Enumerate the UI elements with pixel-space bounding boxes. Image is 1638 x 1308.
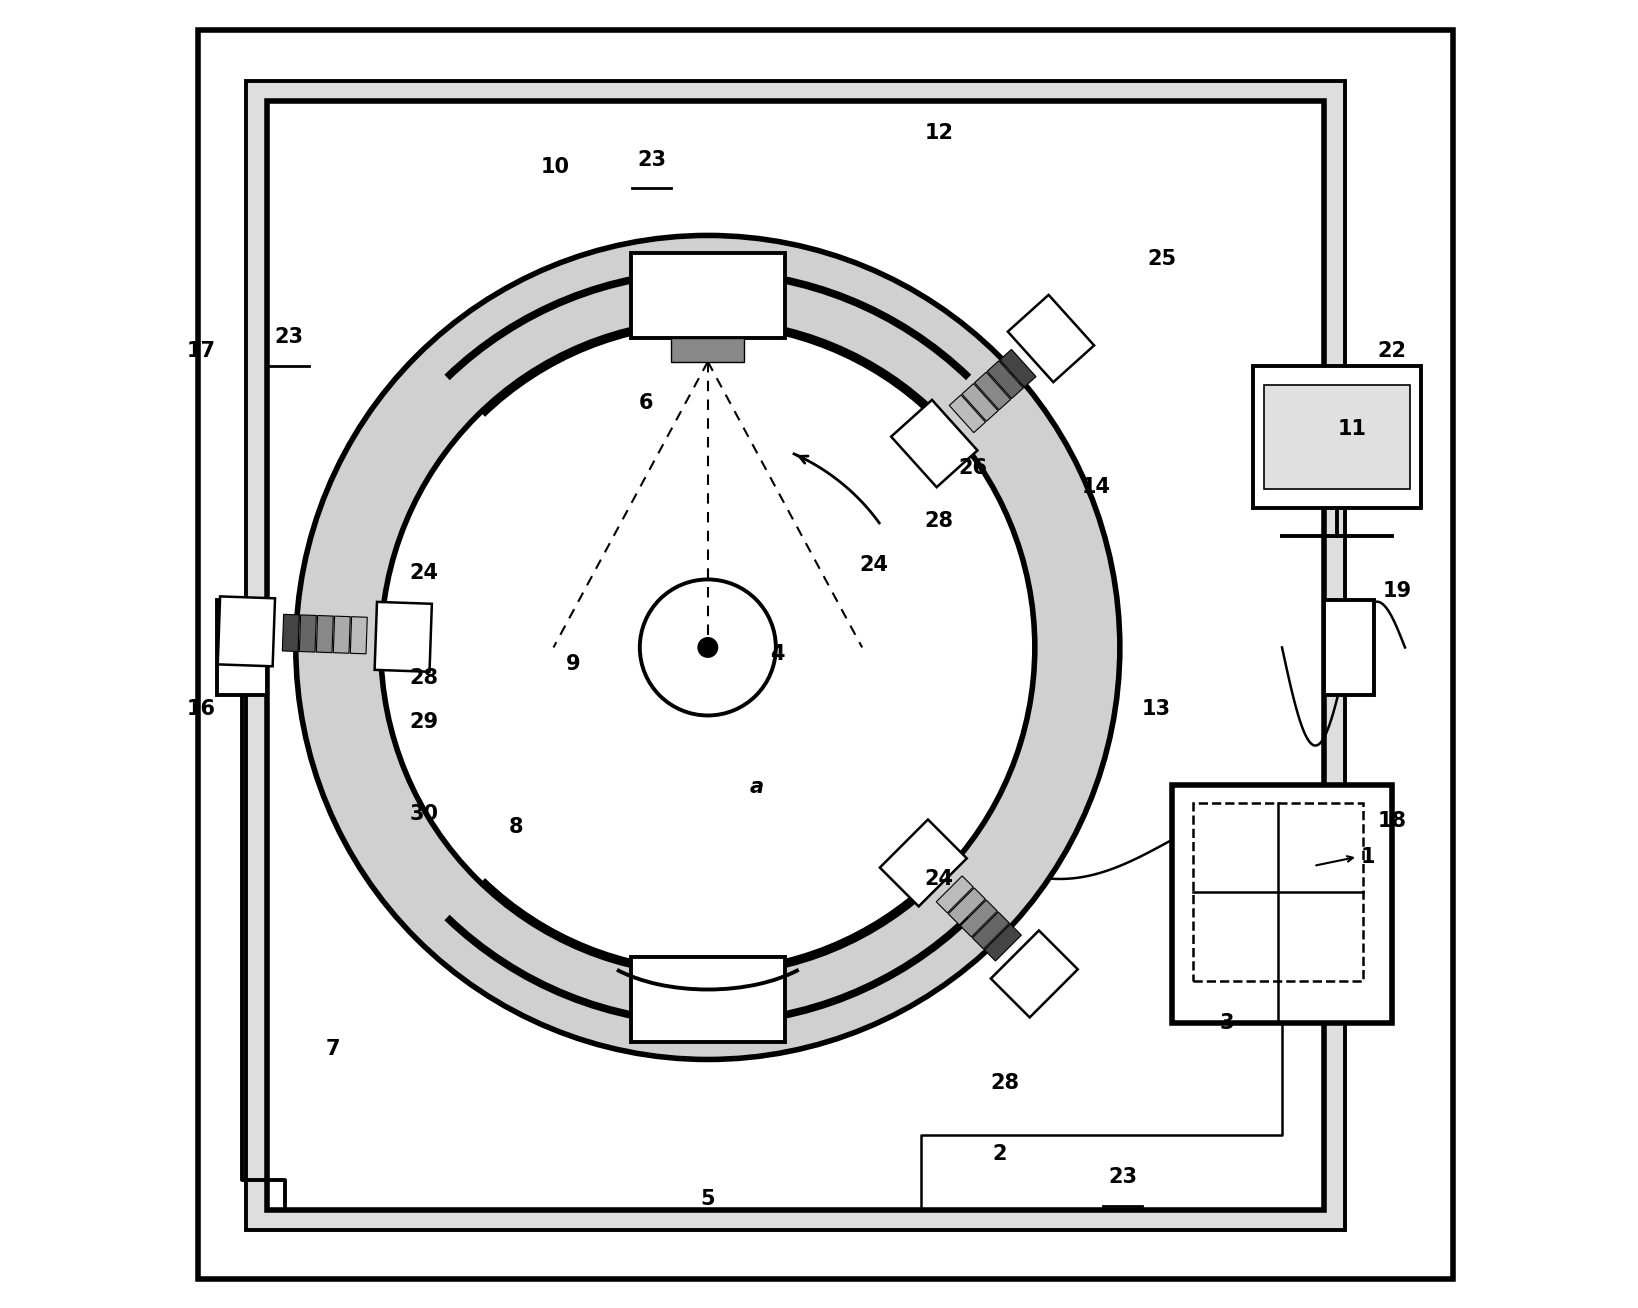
Polygon shape [880,820,966,906]
Bar [1253,366,1420,508]
Circle shape [698,637,719,658]
Polygon shape [300,615,316,653]
Circle shape [296,235,1120,1059]
Polygon shape [891,400,978,487]
Bar [1265,385,1410,489]
Bar [1192,803,1363,981]
Polygon shape [988,361,1024,399]
Text: 23: 23 [1107,1167,1137,1188]
Text: 8: 8 [508,816,523,837]
Bar [1324,600,1374,695]
Text: 18: 18 [1378,811,1407,832]
Bar [1173,785,1392,1023]
Text: 17: 17 [187,340,216,361]
Text: 5: 5 [701,1189,716,1210]
Text: 6: 6 [639,392,654,413]
Polygon shape [333,616,351,653]
Polygon shape [991,930,1078,1018]
Text: 26: 26 [958,458,988,479]
Text: 24: 24 [860,555,888,576]
Polygon shape [962,383,998,421]
Text: 22: 22 [1378,340,1407,361]
Text: 10: 10 [541,157,570,178]
Polygon shape [960,900,998,937]
Text: 9: 9 [565,654,580,675]
Text: 7: 7 [326,1039,339,1059]
Text: 13: 13 [1142,698,1171,719]
Text: 12: 12 [925,123,953,144]
Polygon shape [948,888,986,925]
Polygon shape [950,395,986,433]
Polygon shape [282,615,300,651]
Text: 23: 23 [637,149,667,170]
Text: 25: 25 [1147,249,1176,269]
Text: 24: 24 [925,869,953,889]
Text: 30: 30 [410,803,439,824]
Text: 29: 29 [410,712,439,732]
Text: 28: 28 [410,667,439,688]
Bar [631,957,785,1041]
Text: 28: 28 [925,510,953,531]
Polygon shape [1007,294,1094,382]
Circle shape [380,320,1035,974]
Text: 14: 14 [1081,476,1111,497]
Polygon shape [973,912,1009,950]
Text: 1: 1 [1361,846,1376,867]
Polygon shape [351,616,367,654]
Bar [631,254,785,337]
Polygon shape [999,349,1035,387]
Text: 28: 28 [991,1073,1019,1093]
Polygon shape [375,602,432,672]
Bar [218,600,267,695]
Polygon shape [984,923,1022,961]
Text: a: a [749,777,763,798]
Bar [246,81,1345,1230]
Text: 16: 16 [187,698,216,719]
Bar [267,101,1324,1210]
Text: 11: 11 [1338,419,1368,439]
Polygon shape [975,373,1011,409]
Text: 19: 19 [1382,581,1412,602]
Text: 4: 4 [770,644,785,664]
Text: 23: 23 [275,327,303,348]
Text: 2: 2 [993,1143,1007,1164]
Polygon shape [316,616,333,653]
Bar [672,337,744,361]
Text: 3: 3 [1220,1012,1235,1033]
Polygon shape [218,596,275,666]
Text: 24: 24 [410,562,439,583]
Polygon shape [937,876,973,913]
